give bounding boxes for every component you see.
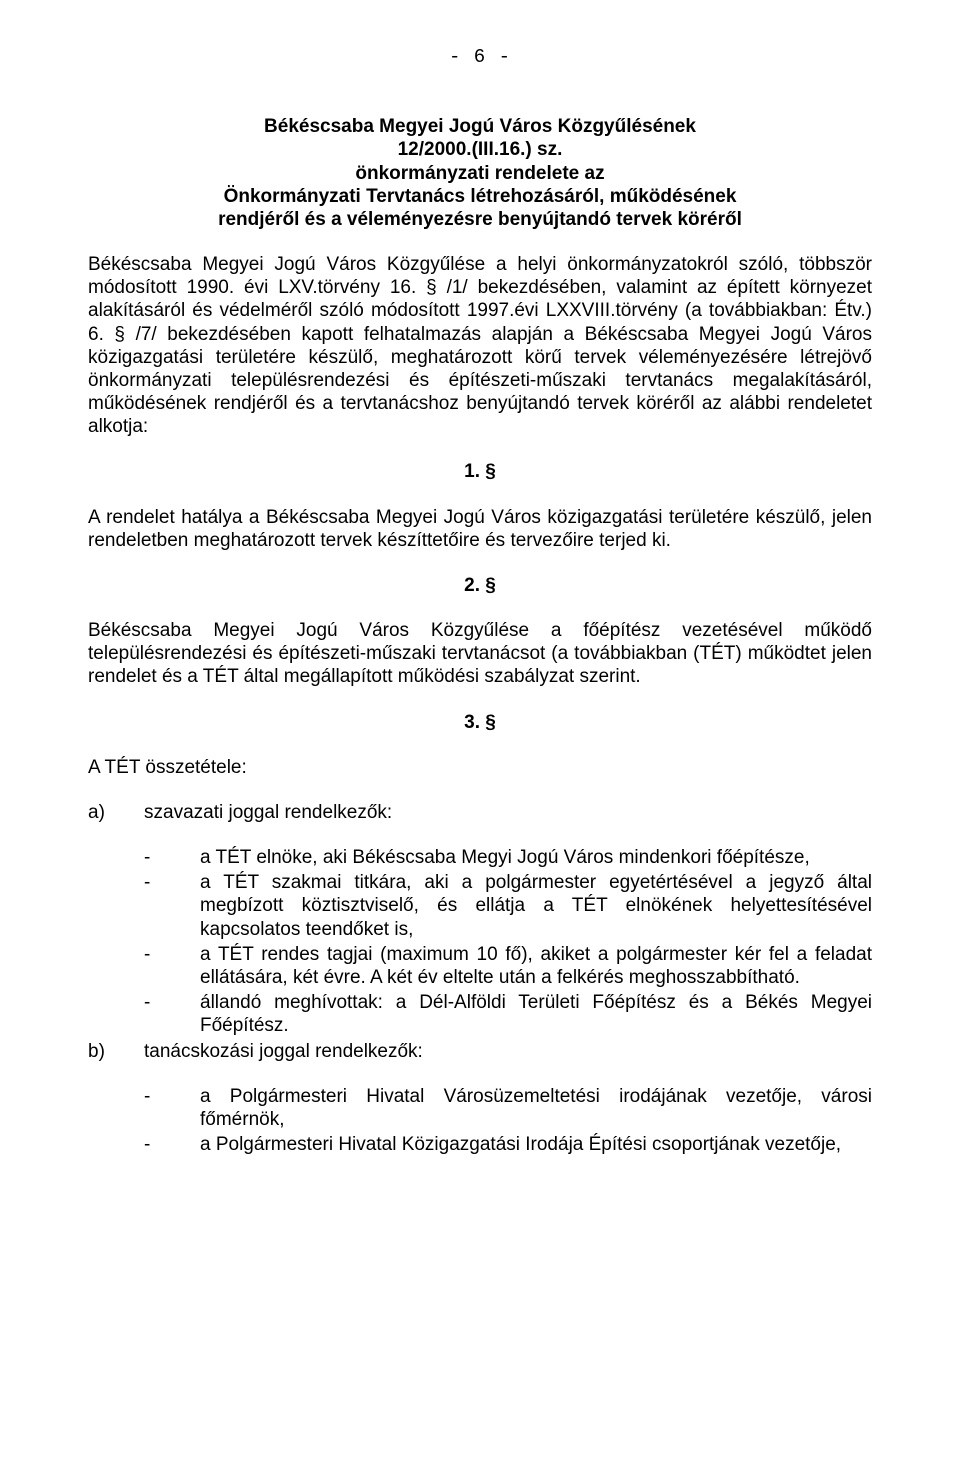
title-line-5: rendjéről és a véleményezésre benyújtand… [88,208,872,231]
dash-icon: - [144,1085,200,1131]
dash-list-b: - a Polgármesteri Hivatal Városüzemeltet… [88,1085,872,1157]
dash-list-a: - a TÉT elnöke, aki Békéscsaba Megyi Jog… [88,846,872,1037]
title-block: Békéscsaba Megyei Jogú Város Közgyűlésén… [88,115,872,231]
dash-text: a Polgármesteri Hivatal Városüzemeltetés… [200,1085,872,1131]
section-1-text: A rendelet hatálya a Békéscsaba Megyei J… [88,506,872,552]
section-3-label: A TÉT összetétele: [88,756,872,779]
preamble-paragraph: Békéscsaba Megyei Jogú Város Közgyűlése … [88,253,872,438]
dash-item: - a TÉT szakmai titkára, aki a polgármes… [88,871,872,941]
lettered-item-b: b) tanácskozási joggal rendelkezők: [88,1040,872,1063]
title-line-4: Önkormányzati Tervtanács létrehozásáról,… [88,185,872,208]
dash-item: - a TÉT rendes tagjai (maximum 10 fő), a… [88,943,872,989]
dash-icon: - [144,871,200,941]
dash-text: a TÉT szakmai titkára, aki a polgármeste… [200,871,872,941]
title-line-3: önkormányzati rendelete az [88,162,872,185]
title-line-1: Békéscsaba Megyei Jogú Város Közgyűlésén… [88,115,872,138]
letter-b: b) [88,1040,144,1063]
dash-text: a Polgármesteri Hivatal Közigazgatási Ir… [200,1133,872,1156]
title-line-2: 12/2000.(III.16.) sz. [88,138,872,161]
letter-a: a) [88,801,144,824]
document-page: - 6 - Békéscsaba Megyei Jogú Város Közgy… [0,0,960,1468]
dash-icon: - [144,943,200,989]
lettered-list: a) szavazati joggal rendelkezők: - a TÉT… [88,801,872,1156]
lettered-item-a: a) szavazati joggal rendelkezők: [88,801,872,824]
dash-text: a TÉT elnöke, aki Békéscsaba Megyi Jogú … [200,846,872,869]
dash-icon: - [144,1133,200,1156]
dash-icon: - [144,991,200,1037]
dash-icon: - [144,846,200,869]
letter-b-heading: tanácskozási joggal rendelkezők: [144,1040,423,1063]
section-1-number: 1. § [88,460,872,483]
dash-item: - a Polgármesteri Hivatal Közigazgatási … [88,1133,872,1156]
letter-a-heading: szavazati joggal rendelkezők: [144,801,392,824]
section-2-text: Békéscsaba Megyei Jogú Város Közgyűlése … [88,619,872,689]
page-number: - 6 - [88,46,872,69]
dash-text: állandó meghívottak: a Dél-Alföldi Terül… [200,991,872,1037]
dash-item: - a TÉT elnöke, aki Békéscsaba Megyi Jog… [88,846,872,869]
section-2-number: 2. § [88,574,872,597]
section-3-number: 3. § [88,711,872,734]
dash-item: - a Polgármesteri Hivatal Városüzemeltet… [88,1085,872,1131]
dash-item: - állandó meghívottak: a Dél-Alföldi Ter… [88,991,872,1037]
dash-text: a TÉT rendes tagjai (maximum 10 fő), aki… [200,943,872,989]
